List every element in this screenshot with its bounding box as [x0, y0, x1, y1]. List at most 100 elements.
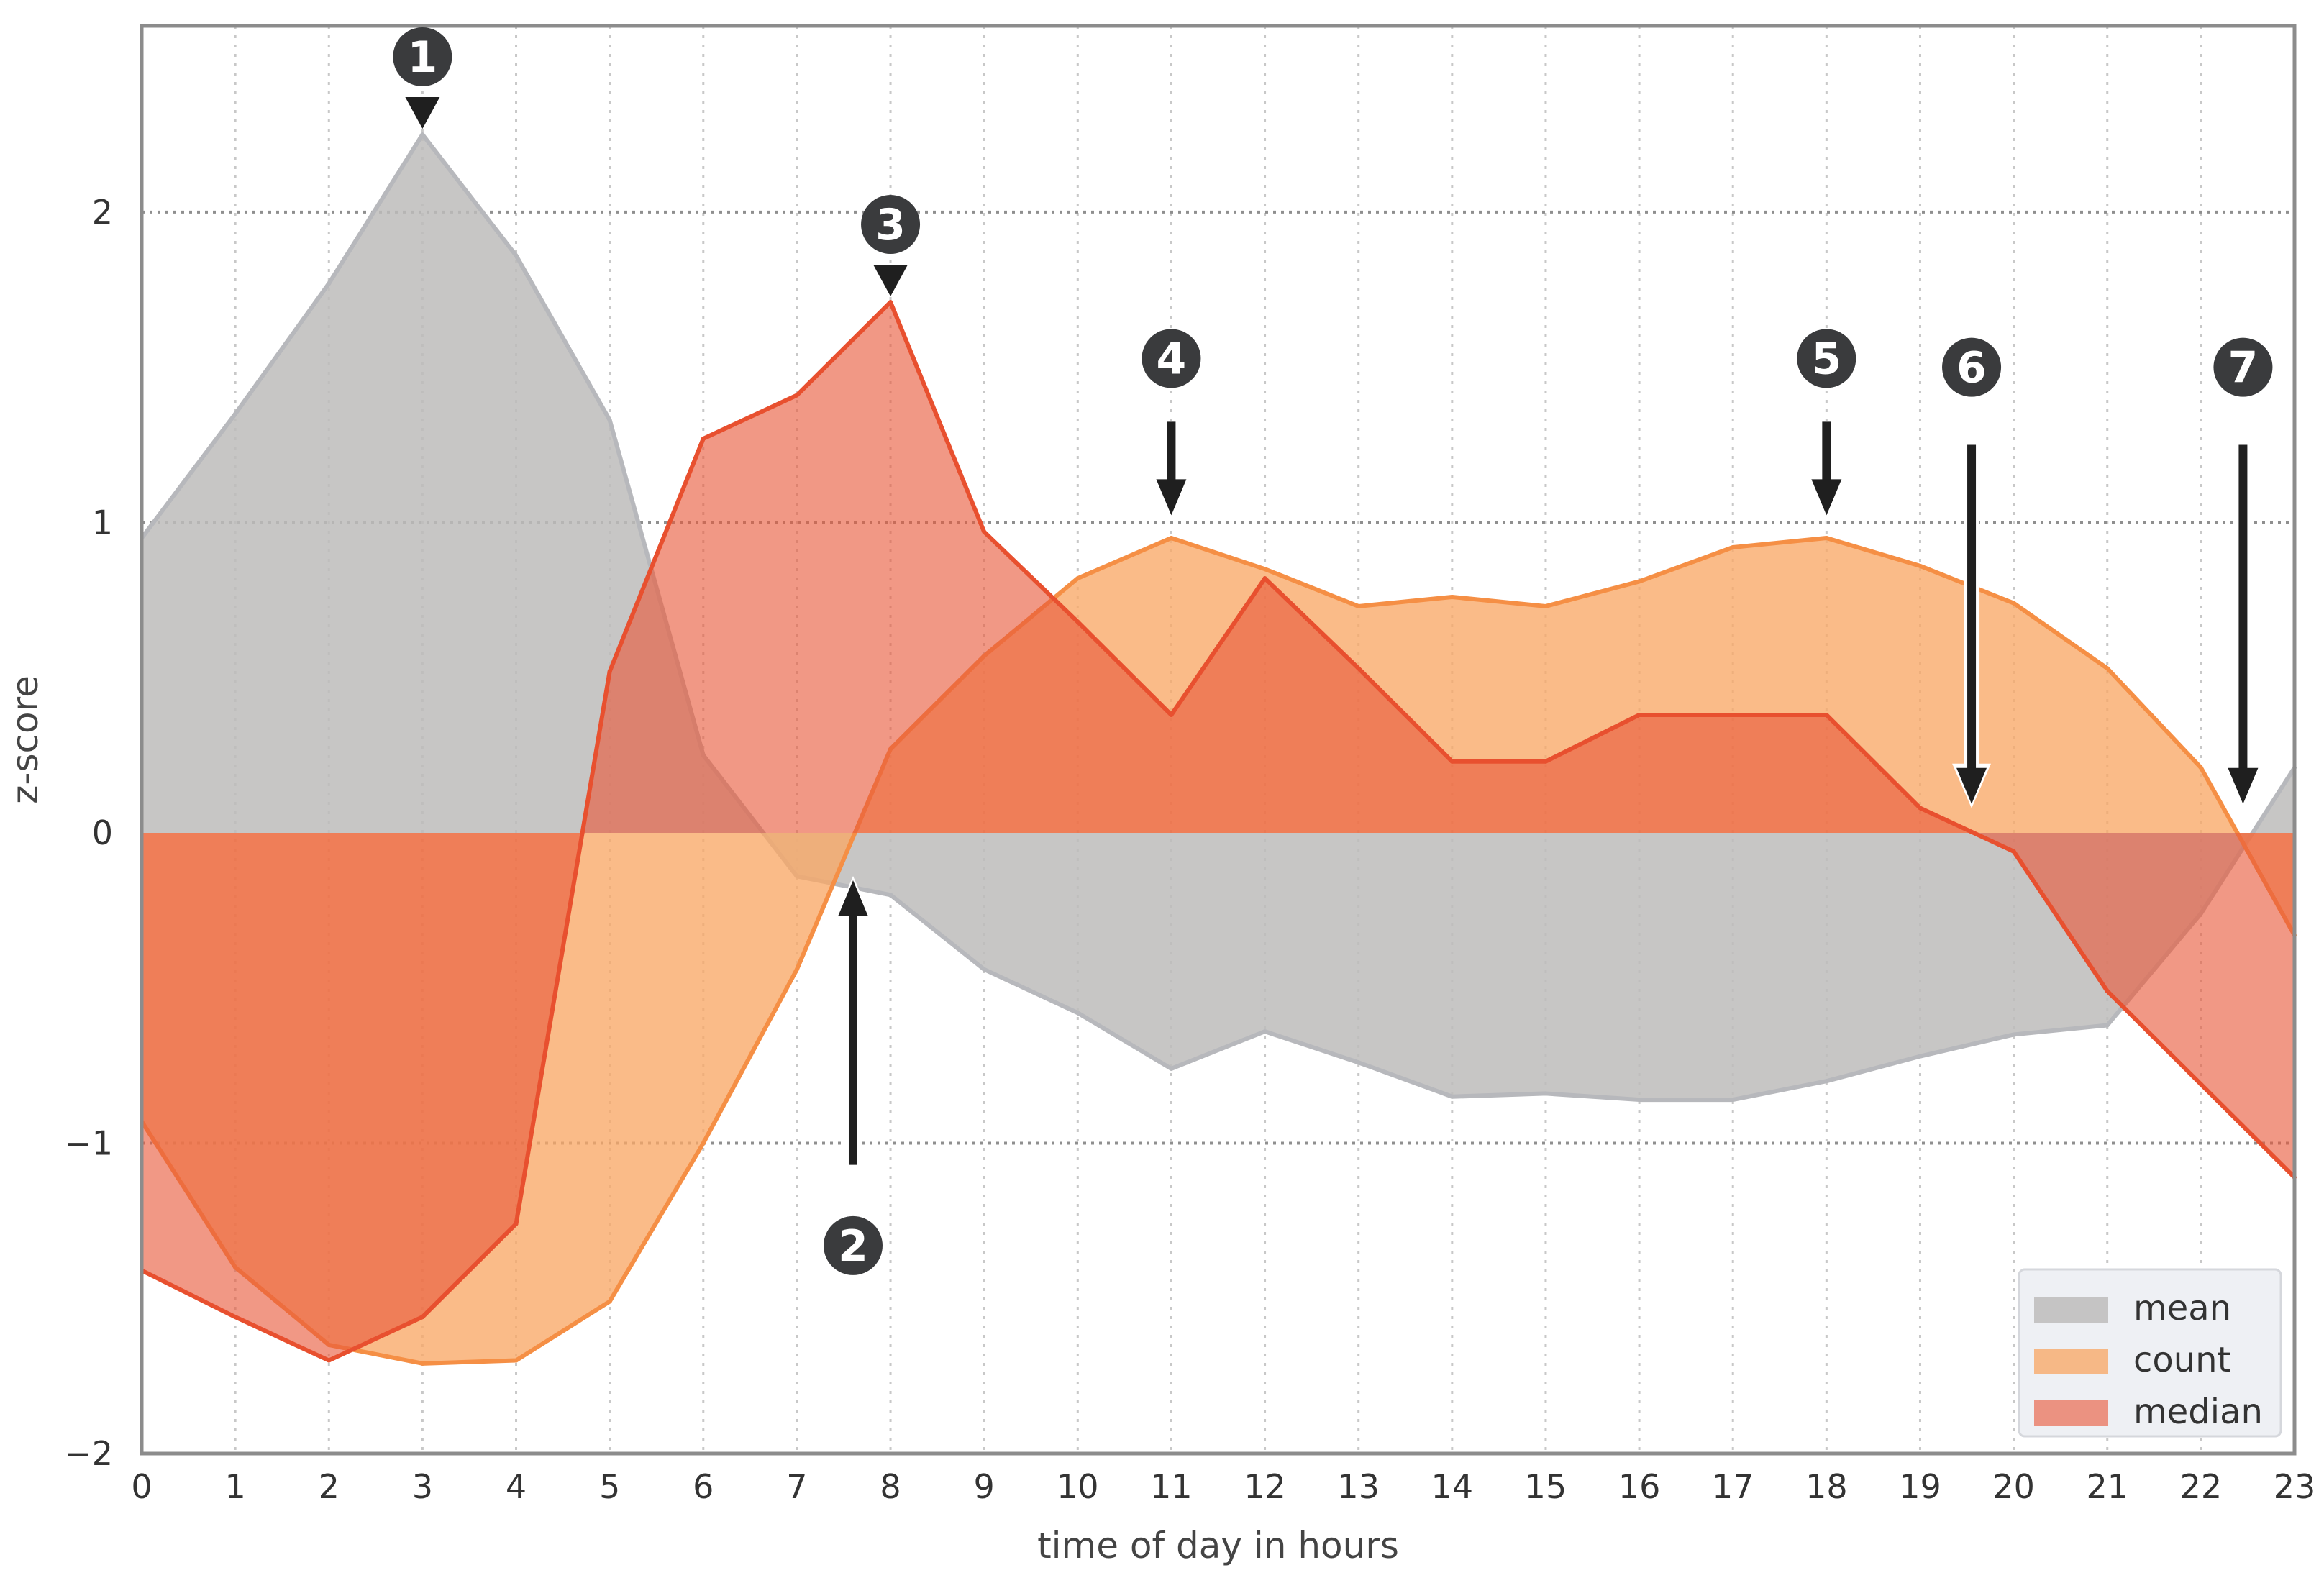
- legend-swatch-median: [2034, 1400, 2108, 1426]
- point-mean: [2011, 1032, 2016, 1037]
- y-tick-label: 1: [92, 503, 113, 542]
- x-tick-label: 13: [1337, 1467, 1380, 1506]
- x-tick-label: 12: [1244, 1467, 1286, 1506]
- point-mean: [1169, 1066, 1174, 1071]
- x-tick-label: 10: [1057, 1467, 1099, 1506]
- point-median: [2105, 989, 2110, 994]
- line-count: [140, 536, 2297, 1366]
- point-count: [1731, 544, 1736, 549]
- point-median: [888, 300, 893, 305]
- marker-badge: [823, 1215, 883, 1275]
- point-count: [1918, 563, 1923, 568]
- arrow-head: [1156, 479, 1187, 516]
- point-count: [2198, 765, 2203, 770]
- point-count: [514, 1358, 519, 1363]
- x-tick-label: 23: [2274, 1467, 2316, 1506]
- point-count: [420, 1361, 425, 1366]
- point-count: [1543, 603, 1548, 608]
- x-tick-label: 11: [1150, 1467, 1193, 1506]
- point-count: [1356, 603, 1361, 608]
- y-tick-label: 2: [92, 193, 113, 232]
- point-count: [1169, 536, 1174, 541]
- x-tick-label: 4: [506, 1467, 527, 1506]
- legend: mean count median: [2018, 1268, 2282, 1438]
- point-count: [1824, 536, 1829, 541]
- x-tick-label: 0: [131, 1467, 152, 1506]
- point-count: [701, 1141, 706, 1146]
- point-count: [607, 1299, 612, 1304]
- marker-number: 6: [1956, 343, 1987, 393]
- point-mean: [888, 893, 893, 898]
- point-median: [607, 669, 612, 674]
- y-tick-label: −2: [64, 1434, 113, 1473]
- x-tick-label: 2: [319, 1467, 340, 1506]
- legend-label-median: median: [2133, 1392, 2263, 1432]
- point-median: [1075, 619, 1080, 624]
- marker-number: 1: [408, 32, 438, 83]
- point-mean: [514, 253, 519, 258]
- point-median: [2198, 1082, 2203, 1087]
- point-mean: [982, 967, 987, 972]
- point-median: [1637, 712, 1642, 717]
- point-mean: [420, 132, 425, 137]
- arrow-head: [837, 880, 868, 917]
- point-median: [233, 1315, 238, 1320]
- point-mean: [233, 411, 238, 416]
- x-tick-label: 17: [1712, 1467, 1754, 1506]
- x-tick-label: 7: [786, 1467, 807, 1506]
- marker-badge: [393, 27, 452, 87]
- legend-swatch-count: [2034, 1349, 2108, 1374]
- point-median: [1169, 712, 1174, 717]
- point-mean: [607, 418, 612, 423]
- x-tick-label: 8: [880, 1467, 901, 1506]
- legend-swatch-mean: [2034, 1297, 2108, 1323]
- area-mean: [142, 134, 2295, 1100]
- x-tick-label: 3: [412, 1467, 433, 1506]
- point-median: [1731, 712, 1736, 717]
- arrow-head: [2228, 767, 2259, 804]
- marker-number: 3: [875, 200, 906, 250]
- point-count: [2105, 666, 2110, 671]
- plot-areas: [140, 132, 2297, 1366]
- line-mean: [140, 132, 2297, 1103]
- point-median: [420, 1315, 425, 1320]
- x-tick-label: 18: [1805, 1467, 1848, 1506]
- ticks: 0 1 2 3 4 5 6 7 8 9 10 11 12 13 14 15 16 17 18 19 20 21 22 23−2…: [64, 193, 2315, 1506]
- legend-label-count: count: [2133, 1340, 2230, 1380]
- point-count: [2011, 601, 2016, 606]
- x-tick-label: 5: [599, 1467, 620, 1506]
- plot-frame: [140, 24, 2297, 1456]
- arrow-head: [1811, 479, 1842, 516]
- marker-number: 4: [1157, 334, 1187, 384]
- x-tick-label: 21: [2086, 1467, 2128, 1506]
- marker-number: 5: [1811, 334, 1841, 384]
- x-tick-label: 19: [1899, 1467, 1941, 1506]
- line-median: [140, 300, 2297, 1363]
- point-count: [794, 967, 799, 972]
- point-median: [1262, 576, 1267, 581]
- marker-badge: [1942, 337, 2002, 397]
- x-tick-label: 16: [1618, 1467, 1661, 1506]
- marker-badge: [861, 195, 921, 255]
- marker-badge: [1142, 329, 1201, 388]
- y-tick-label: 0: [92, 813, 113, 852]
- point-mean: [1075, 1011, 1080, 1016]
- x-axis-label: time of day in hours: [1037, 1525, 1399, 1566]
- x-tick-label: 15: [1525, 1467, 1567, 1506]
- x-tick-label: 20: [1992, 1467, 2035, 1506]
- point-mean: [1356, 1060, 1361, 1065]
- legend-label-mean: mean: [2133, 1288, 2231, 1328]
- x-tick-label: 14: [1431, 1467, 1474, 1506]
- point-median: [327, 1358, 332, 1363]
- point-mean: [1824, 1079, 1829, 1084]
- point-median: [1356, 666, 1361, 671]
- marker-badge: [2213, 337, 2273, 397]
- annotations: 1 2 3 4 5 6 7: [393, 27, 2273, 1275]
- marker-triangle: [405, 97, 440, 129]
- point-count: [1075, 576, 1080, 581]
- marker-badge: [1797, 329, 1856, 388]
- point-mean: [1449, 1094, 1454, 1099]
- point-mean: [1637, 1098, 1642, 1103]
- point-count: [1637, 579, 1642, 584]
